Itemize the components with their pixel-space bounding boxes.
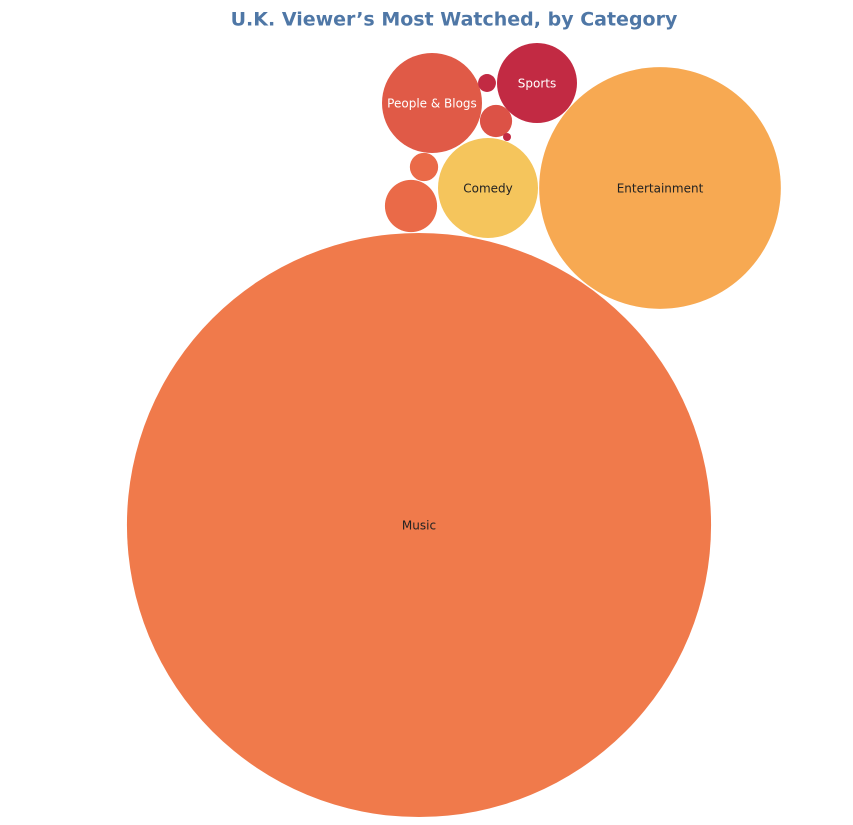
bubble <box>409 152 439 182</box>
bubble <box>126 232 712 818</box>
bubble <box>539 67 781 309</box>
bubble-label: Music <box>402 519 436 533</box>
bubble-label: Sports <box>518 77 556 91</box>
bubble-label: Comedy <box>463 182 513 196</box>
bubble <box>503 133 511 141</box>
bubble-label: People & Blogs <box>387 97 477 111</box>
chart-title: U.K. Viewer’s Most Watched, by Category <box>231 9 678 31</box>
bubble <box>478 74 496 92</box>
bubble <box>497 43 577 123</box>
bubble <box>384 179 438 233</box>
bubble-label: Entertainment <box>617 182 704 196</box>
bubble <box>438 138 538 238</box>
bubble <box>382 53 482 153</box>
bubble <box>479 104 513 138</box>
